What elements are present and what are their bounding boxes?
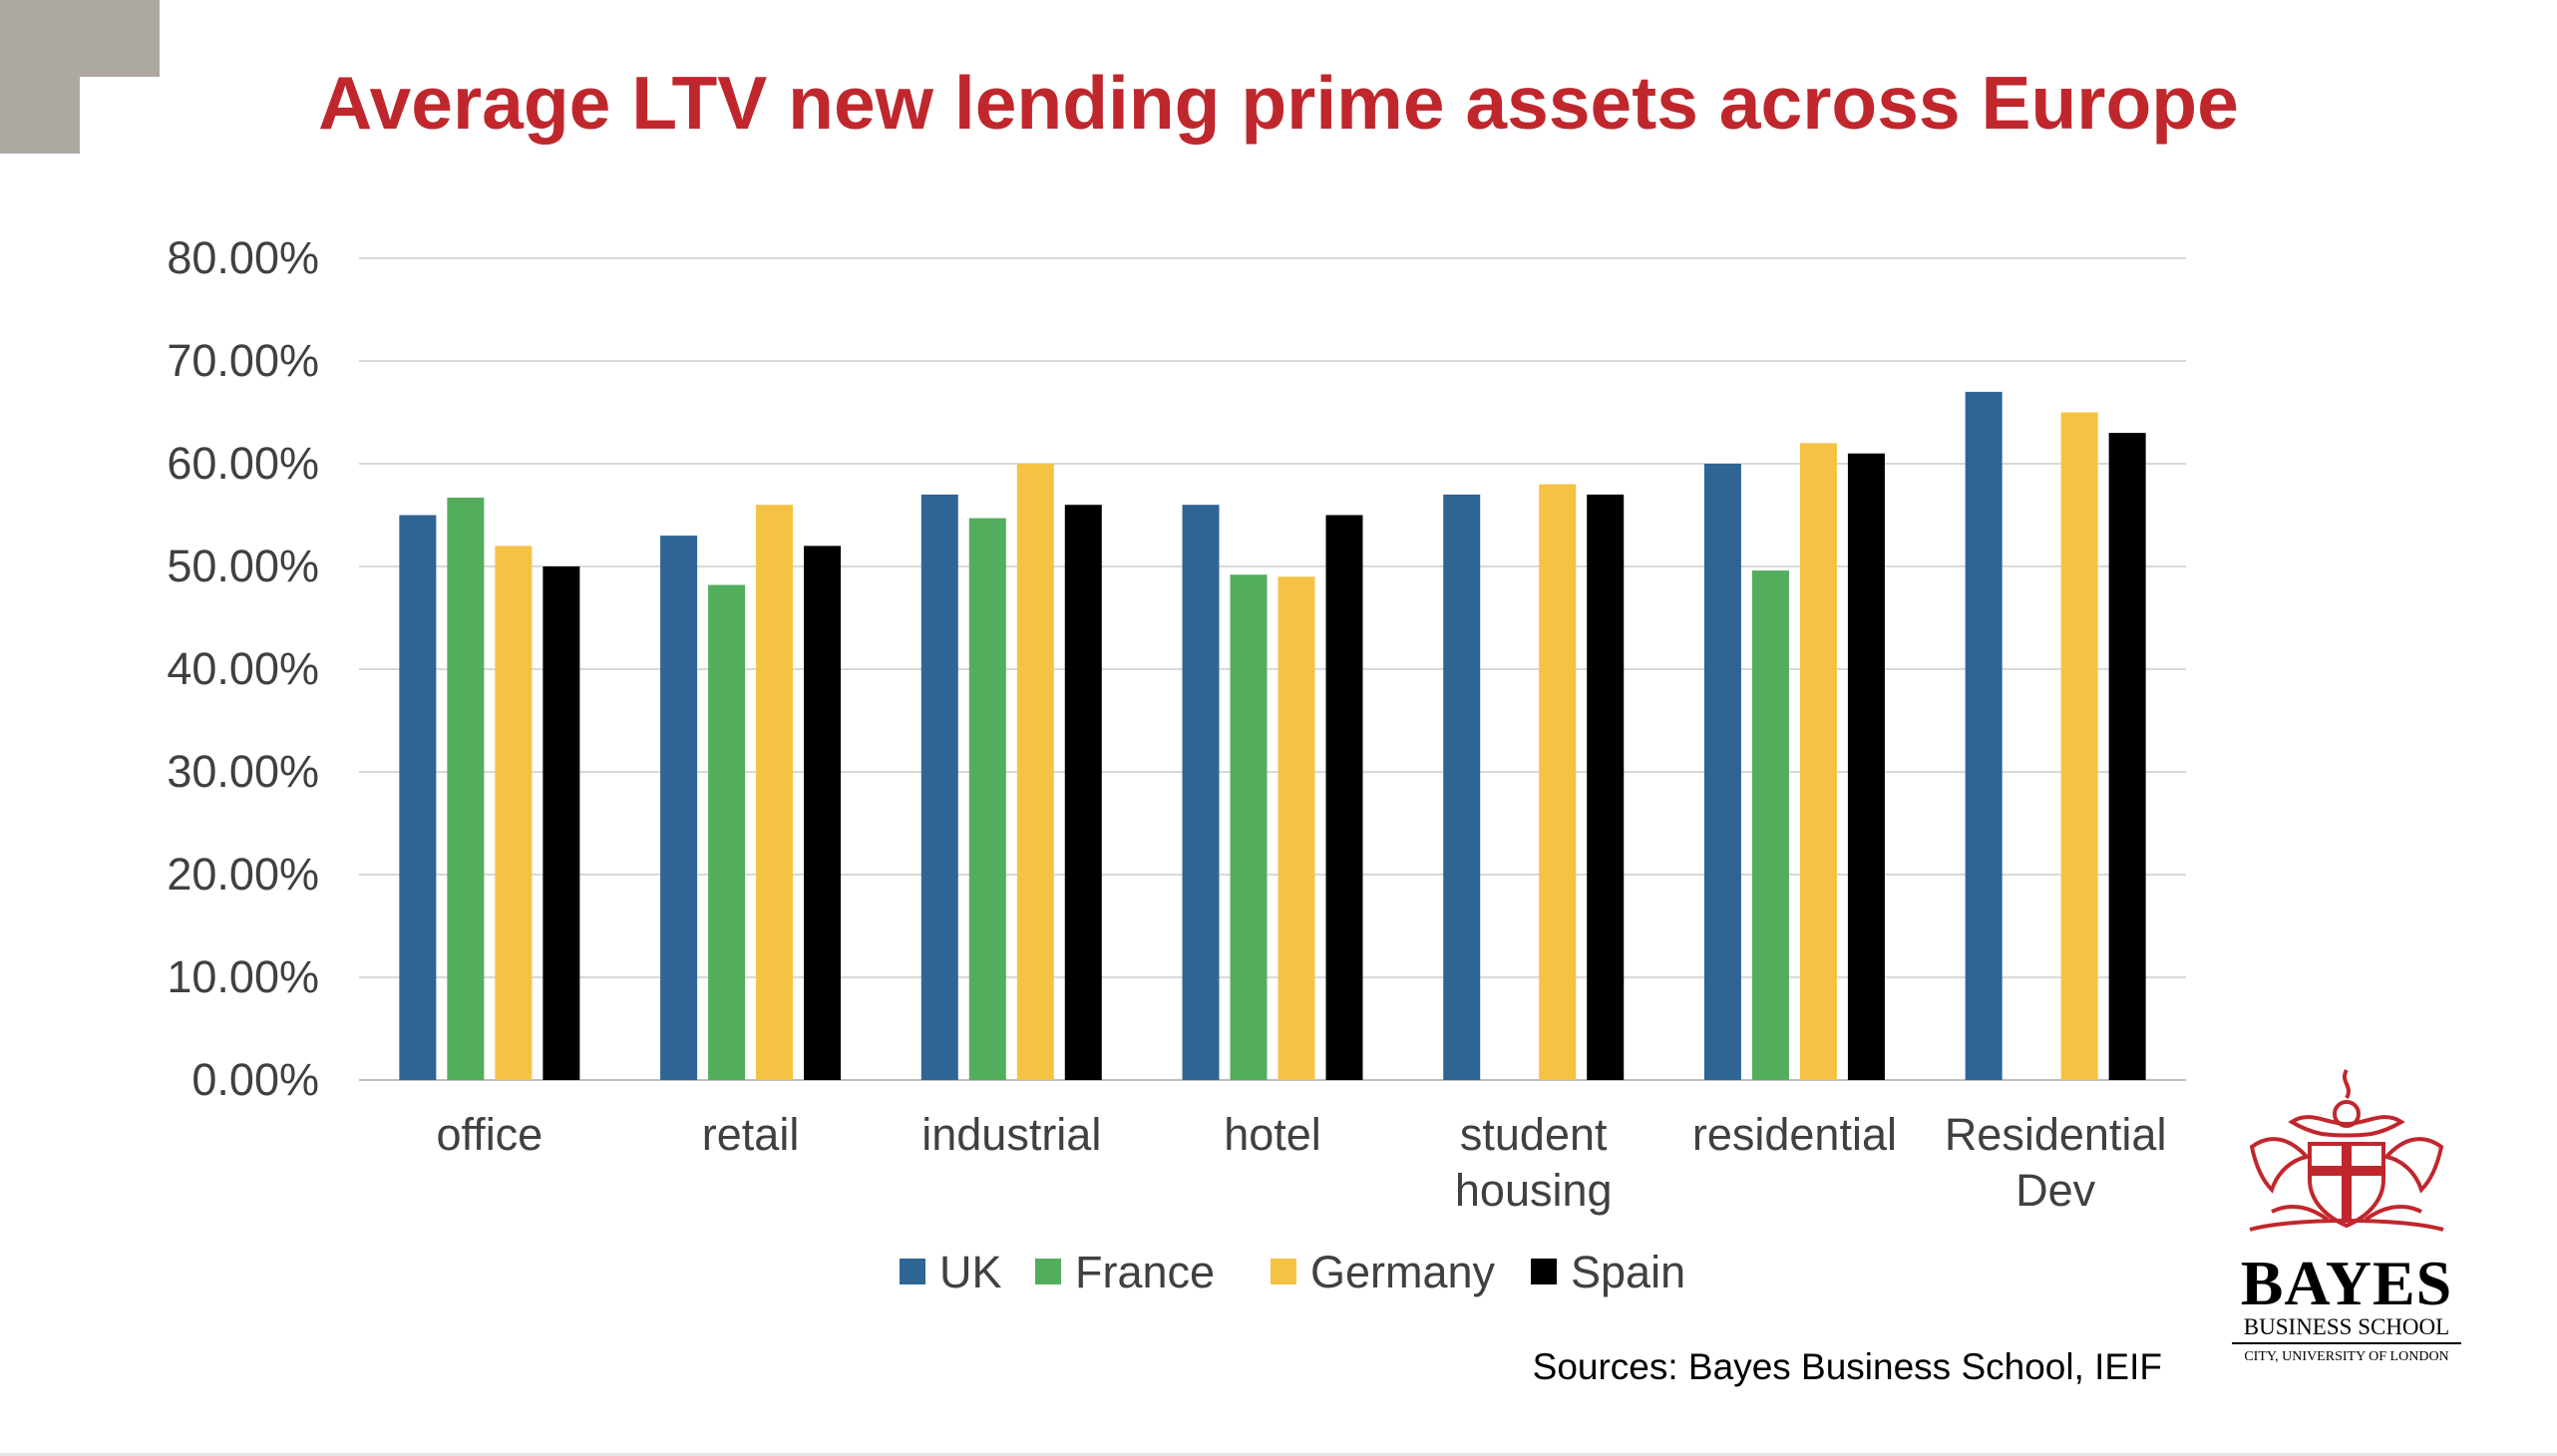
legend-label-germany: Germany — [1310, 1247, 1496, 1297]
bar-germany — [495, 546, 533, 1080]
bar-uk — [1965, 391, 2003, 1080]
corner-decoration — [0, 0, 80, 154]
bar-spain — [1325, 515, 1363, 1080]
legend-label-uk: UK — [939, 1247, 1002, 1297]
bar-uk — [920, 494, 958, 1080]
y-tick-label: 0.00% — [191, 1054, 319, 1105]
legend-swatch-france — [1035, 1259, 1061, 1284]
legend-swatch-spain — [1531, 1259, 1557, 1284]
legend-swatch-germany — [1271, 1259, 1296, 1284]
bar-germany — [1799, 443, 1837, 1080]
bar-uk — [399, 515, 437, 1080]
bar-uk — [1443, 494, 1481, 1080]
x-tick-label: student housing — [1455, 1109, 1613, 1216]
y-tick-label: 30.00% — [167, 746, 319, 797]
bottom-divider — [0, 1453, 2557, 1456]
bar-france — [968, 518, 1006, 1080]
legend-swatch-uk — [900, 1259, 925, 1284]
bar-spain — [804, 546, 842, 1080]
bar-uk — [660, 536, 698, 1080]
logo-affiliation: CITY, UNIVERSITY OF LONDON — [2244, 1349, 2449, 1364]
chart-title: Average LTV new lending prime assets acr… — [318, 61, 2239, 145]
bar-spain — [2108, 433, 2146, 1081]
logo-subtitle: BUSINESS SCHOOL — [2232, 1314, 2461, 1344]
bar-germany — [1539, 484, 1577, 1081]
x-tick-label: residential — [1692, 1109, 1897, 1160]
bar-spain — [1587, 494, 1625, 1080]
y-tick-label: 70.00% — [167, 335, 319, 386]
bar-germany — [1278, 576, 1315, 1080]
legend-label-spain: Spain — [1571, 1247, 1685, 1297]
x-tick-label: office — [436, 1109, 543, 1160]
y-tick-label: 10.00% — [167, 951, 319, 1002]
bar-germany — [2060, 412, 2098, 1080]
legend-label-france: France — [1075, 1247, 1215, 1297]
y-tick-label: 60.00% — [167, 438, 319, 489]
y-tick-label: 40.00% — [167, 643, 319, 694]
source-note: Sources: Bayes Business School, IEIF — [1532, 1346, 2162, 1387]
chart: 0.00% 10.00% 20.00% 30.00% 40.00% 50.00% 60.00… — [167, 232, 2186, 1297]
bar-spain — [543, 566, 580, 1080]
bar-germany — [756, 505, 794, 1080]
bar-uk — [1182, 505, 1220, 1080]
bar-france — [708, 584, 746, 1080]
logo-name: BAYES — [2240, 1248, 2453, 1318]
bar-france — [1230, 574, 1268, 1080]
y-tick-label: 50.00% — [167, 541, 319, 591]
x-tick-label: hotel — [1224, 1109, 1321, 1160]
x-tick-label: retail — [702, 1109, 800, 1160]
x-tick-label: industrial — [921, 1109, 1101, 1160]
bar-france — [447, 497, 485, 1080]
coat-of-arms-icon — [2249, 1068, 2444, 1232]
bar-spain — [1847, 453, 1885, 1080]
y-tick-label: 80.00% — [167, 232, 319, 283]
x-tick-label: Residential Dev — [1945, 1109, 2167, 1216]
bar-uk — [1703, 464, 1741, 1080]
bar-germany — [1016, 464, 1054, 1080]
bayes-logo: BAYES BUSINESS SCHOOL CITY, UNIVERSITY O… — [2232, 1062, 2461, 1371]
bar-france — [1751, 570, 1789, 1080]
y-tick-label: 20.00% — [167, 849, 319, 900]
bar-spain — [1064, 505, 1102, 1080]
